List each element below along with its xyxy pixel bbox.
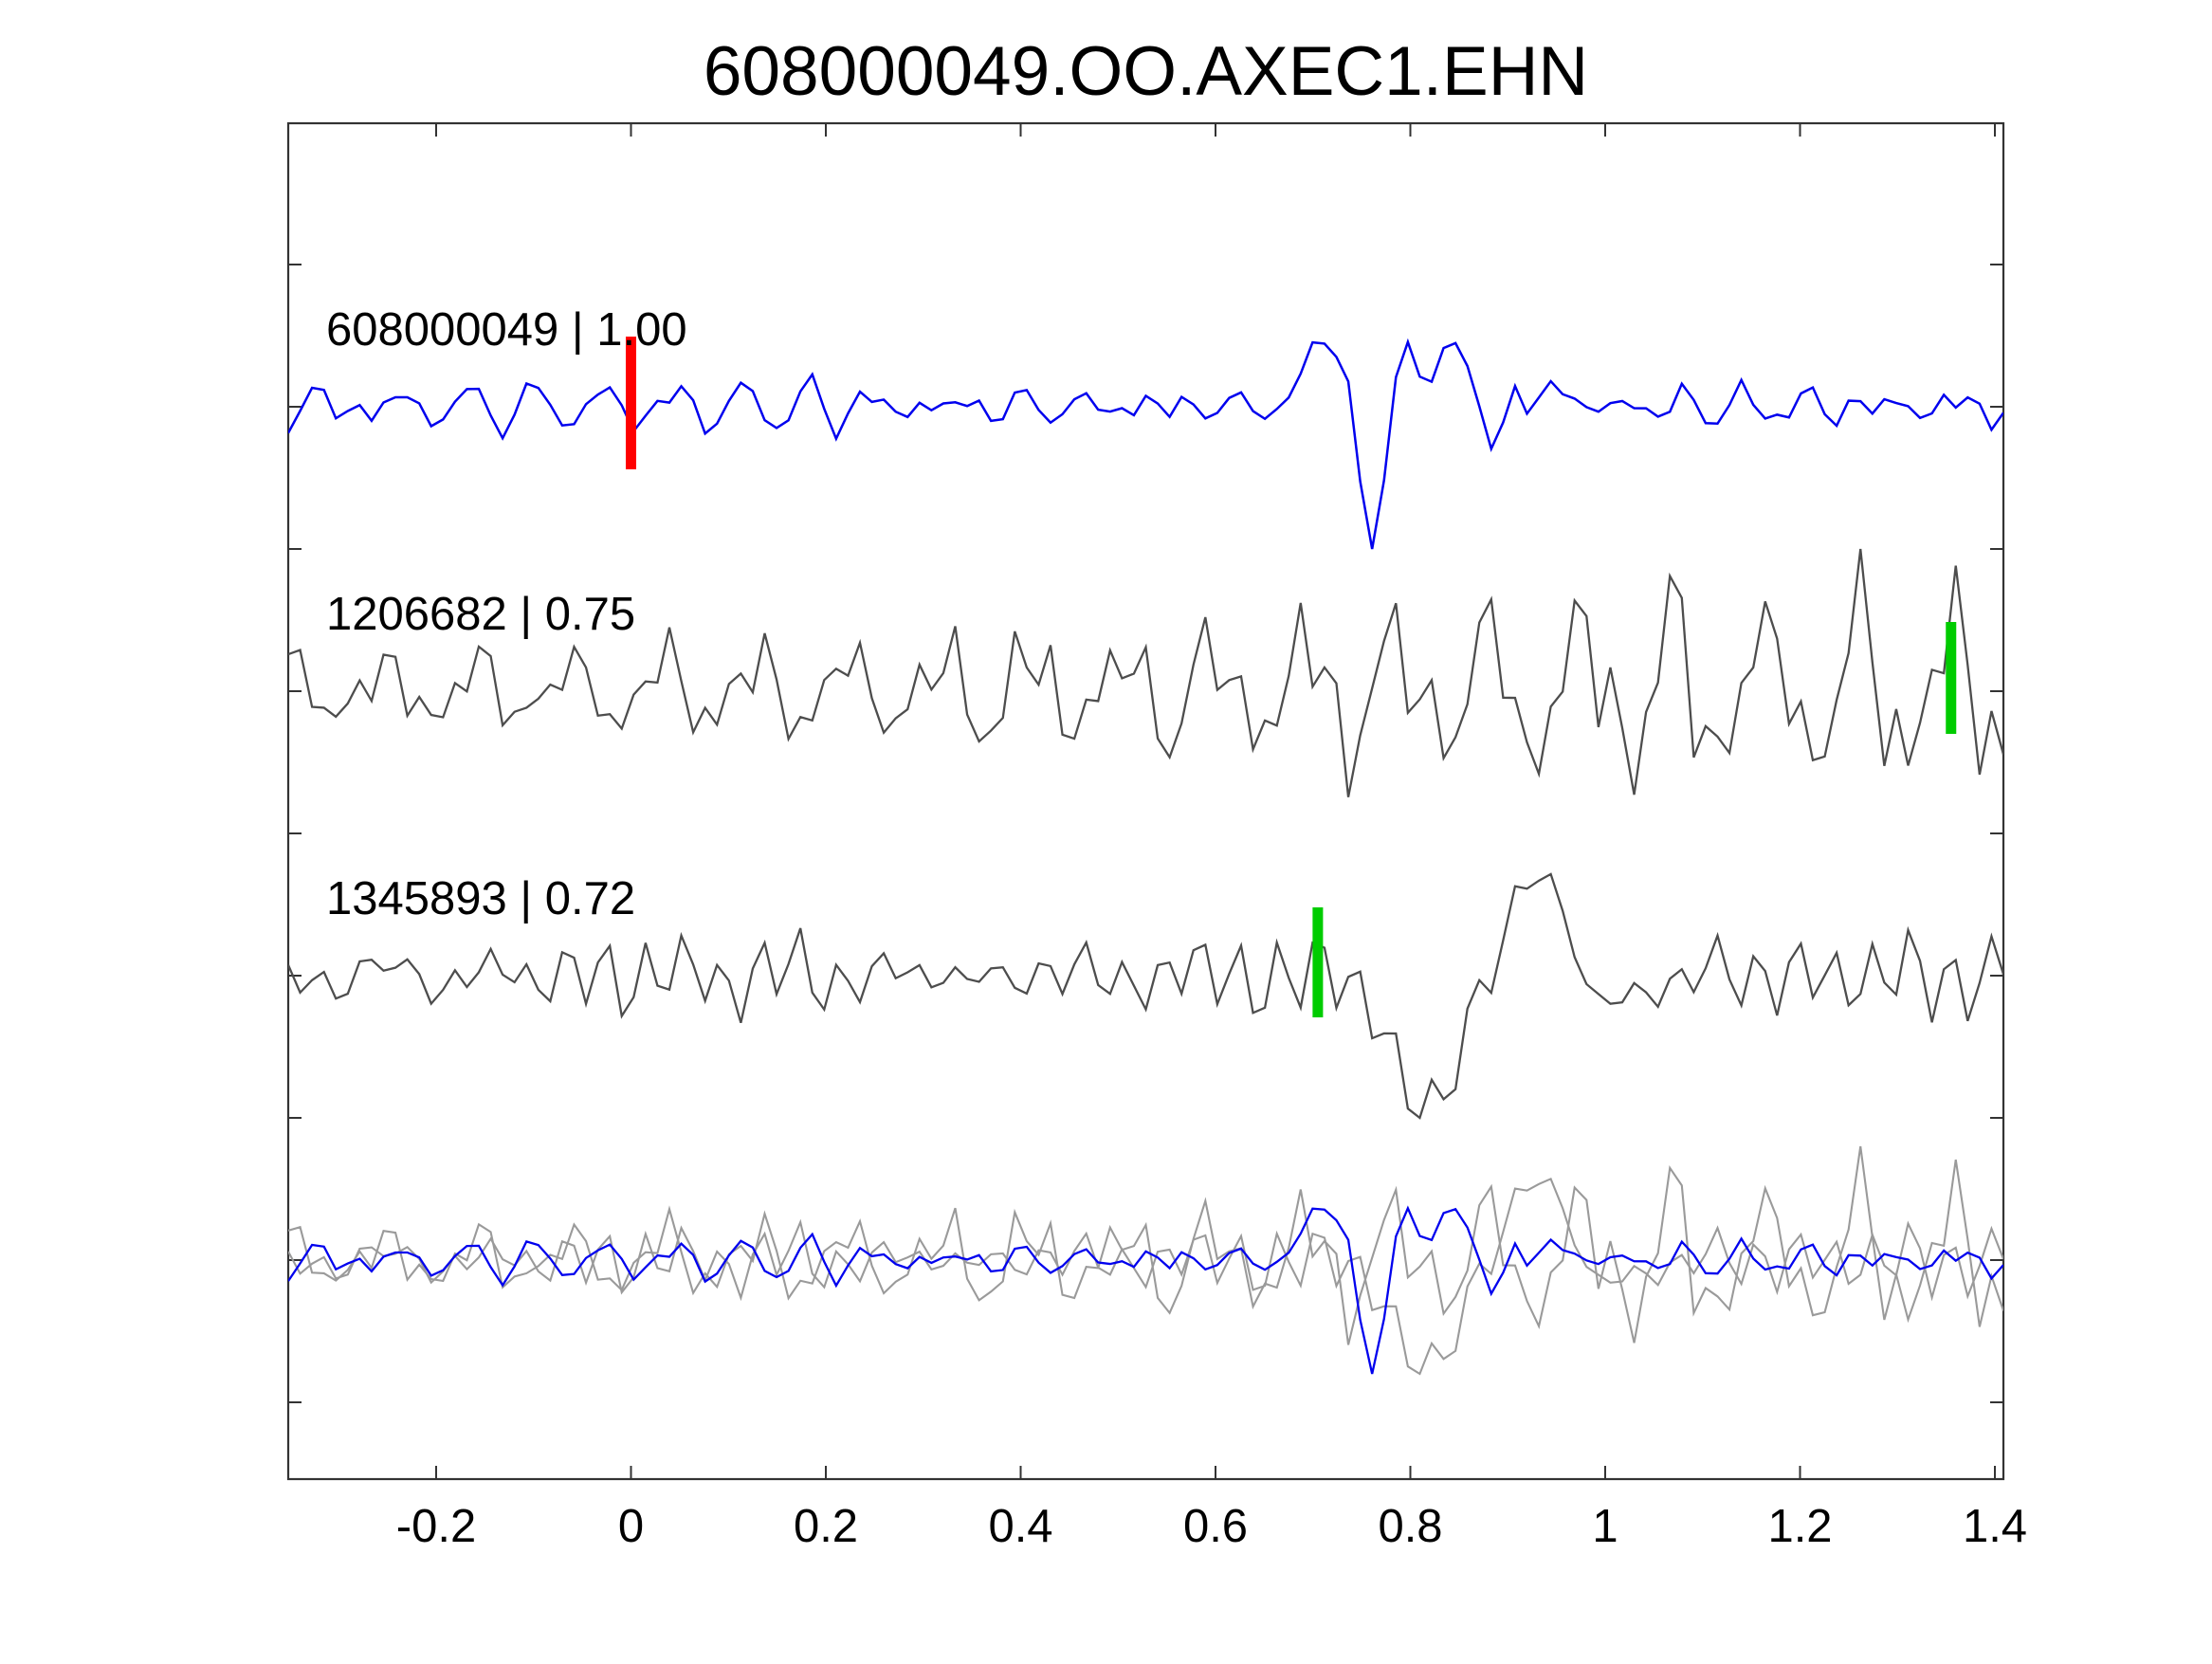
- svg-text:608000049 | 1.00: 608000049 | 1.00: [326, 304, 687, 356]
- svg-text:-0.2: -0.2: [396, 1501, 476, 1552]
- svg-text:1: 1: [1592, 1501, 1618, 1552]
- svg-text:0.2: 0.2: [794, 1501, 858, 1552]
- svg-text:1.2: 1.2: [1767, 1501, 1832, 1552]
- svg-text:0: 0: [618, 1501, 644, 1552]
- svg-text:1206682 | 0.75: 1206682 | 0.75: [326, 589, 635, 640]
- svg-text:1.4: 1.4: [1963, 1501, 2027, 1552]
- svg-text:0.6: 0.6: [1183, 1501, 1248, 1552]
- svg-text:608000049.OO.AXEC1.EHN: 608000049.OO.AXEC1.EHN: [704, 33, 1588, 110]
- svg-text:1345893 | 0.72: 1345893 | 0.72: [326, 873, 635, 924]
- svg-text:0.8: 0.8: [1378, 1501, 1442, 1552]
- svg-text:0.4: 0.4: [988, 1501, 1052, 1552]
